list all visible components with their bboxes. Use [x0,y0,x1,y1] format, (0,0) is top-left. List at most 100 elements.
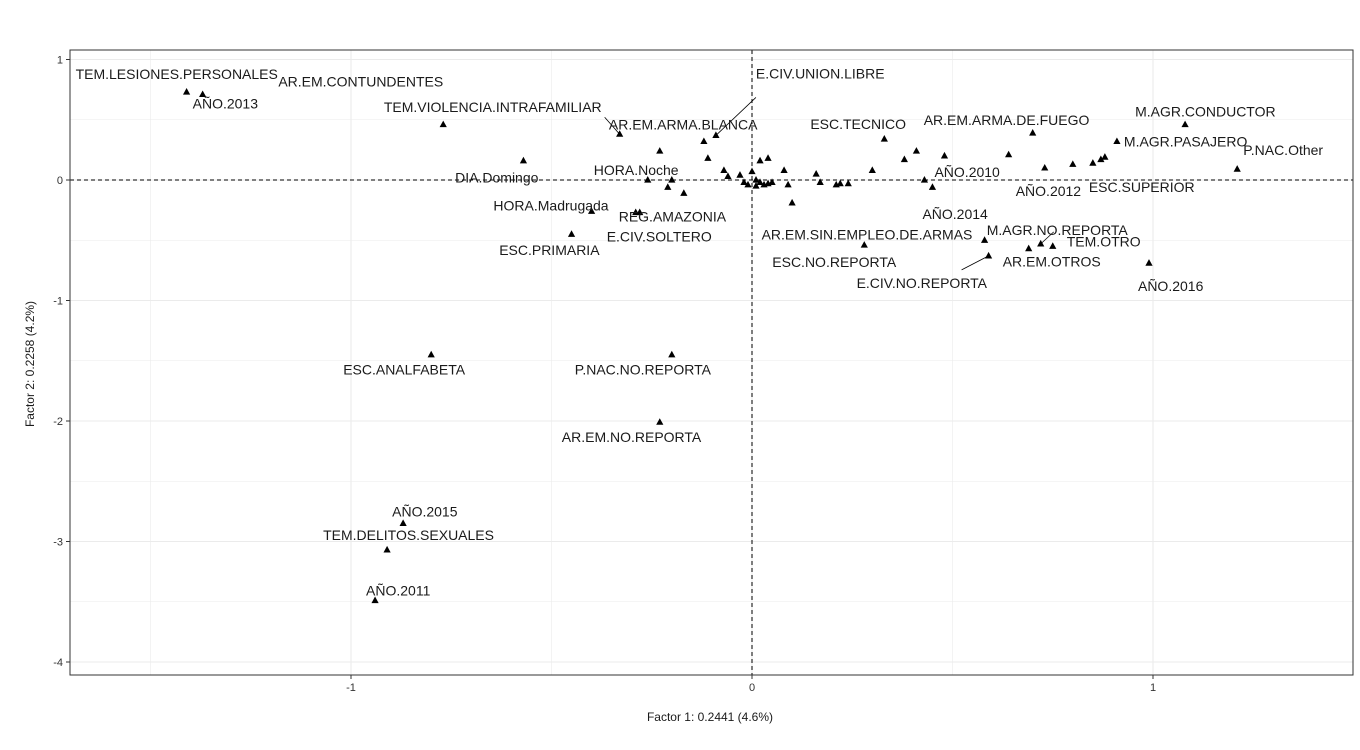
point-label: REG.AMAZONIA [619,209,727,225]
data-point [724,172,732,179]
point-label: AÑO.2010 [934,164,1000,180]
data-point [1097,155,1105,163]
panel-border [69,49,1354,676]
label-leader-lines [604,97,1054,271]
point-label: AR.EM.ARMA.BLANCA [609,116,758,132]
data-point [588,207,596,214]
point-label: DIA.Domingo [455,170,538,186]
plot-border [69,49,1354,676]
label-leader-line [1040,231,1054,245]
x-tick-label: 1 [1150,682,1156,694]
data-point [668,350,676,358]
data-point [1029,129,1037,136]
data-point [752,176,760,183]
data-point [700,137,708,145]
point-label: ESC.TECNICO [810,116,906,132]
data-point [644,176,652,183]
data-point [744,180,752,188]
y-tick-label: 0 [57,175,63,187]
data-point [567,230,576,237]
point-label: AR.EM.NO.REPORTA [562,429,702,445]
y-axis-title: Factor 2: 0.2258 (4.2%) [23,301,37,427]
data-point [182,88,191,95]
data-point [399,519,407,527]
data-point [928,183,937,190]
data-point [427,350,435,358]
data-point [980,236,989,243]
point-labels: TEM.LESIONES.PERSONALES AÑO.2013 TEM.VIOLE… [76,65,1324,598]
data-point [880,135,888,142]
point-label: E.CIV.NO.REPORTA [857,275,988,291]
data-point [720,166,728,173]
point-label: M.AGR.CONDUCTOR [1135,104,1276,120]
point-label: AR.EM.CONTUNDENTES [278,74,443,90]
data-point [712,131,720,139]
data-point [1101,153,1109,160]
point-label: AÑO.2016 [1138,278,1204,294]
point-label: AÑO.2015 [392,503,458,519]
point-label: P.NAC.Other [1243,142,1323,158]
point-label: AÑO.2013 [193,95,259,111]
point-label: ESC.NO.REPORTA [772,254,897,270]
point-label: AR.EM.SIN.EMPLEO.DE.ARMAS [762,226,973,242]
data-point [912,147,921,154]
point-label: HORA.Madrugada [493,197,608,213]
y-tick-label: -1 [53,296,63,308]
axes: -1 0 1 1 0 -1 -2 -3 -4 [53,55,1156,695]
x-tick-label: -1 [346,682,356,694]
data-point [656,418,664,425]
data-point [736,171,744,178]
point-label: ESC.SUPERIOR [1089,179,1195,195]
data-points [182,88,1241,604]
data-point [1089,159,1097,166]
data-point [900,155,908,163]
data-point [748,167,756,175]
data-point [1113,137,1121,145]
y-tick-label: -3 [53,537,63,549]
data-point [984,251,993,259]
point-label: AÑO.2011 [366,583,431,599]
data-point [1069,160,1077,167]
data-point [816,178,824,186]
point-label: TEM.DELITOS.SEXUALES [323,527,494,543]
point-label: AR.EM.ARMA.DE.FUEGO [924,112,1090,128]
point-label: P.NAC.NO.REPORTA [575,362,712,378]
label-leader-line [715,97,757,136]
data-point [920,176,929,183]
label-leader-line [961,255,989,271]
y-tick-label: -4 [53,657,63,669]
data-point [1233,165,1241,172]
data-point [752,182,760,189]
point-label: E.CIV.SOLTERO [607,229,712,245]
point-label: AÑO.2014 [922,206,988,222]
point-label: AÑO.2012 [1016,183,1082,199]
point-label: TEM.OTRO [1067,233,1141,249]
data-point [940,151,949,159]
data-point [632,208,640,216]
reference-lines [70,50,1353,675]
point-label: M.AGR.NO.REPORTA [987,222,1129,238]
data-point [784,180,792,188]
point-label: ESC.PRIMARIA [499,242,600,258]
point-label: AR.EM.OTROS [1003,254,1101,270]
point-label: M.AGR.PASAJERO [1124,133,1248,149]
data-point [812,169,820,177]
point-label: TEM.LESIONES.PERSONALES [76,66,278,82]
data-point [199,90,207,98]
data-point [664,183,672,190]
data-point [616,130,624,137]
data-point [704,154,712,161]
data-point [439,120,447,128]
data-point [768,178,776,186]
data-point [780,166,788,173]
point-label: ESC.ANALFABETA [343,362,466,378]
x-axis-title: Factor 1: 0.2441 (4.6%) [647,710,773,724]
data-point [1049,242,1057,249]
data-point [836,179,844,187]
data-point [1145,259,1153,266]
point-label: TEM.VIOLENCIA.INTRAFAMILIAR [384,99,602,115]
point-label: E.CIV.UNION.LIBRE [756,65,885,81]
data-point [383,545,391,553]
data-point [668,176,676,183]
